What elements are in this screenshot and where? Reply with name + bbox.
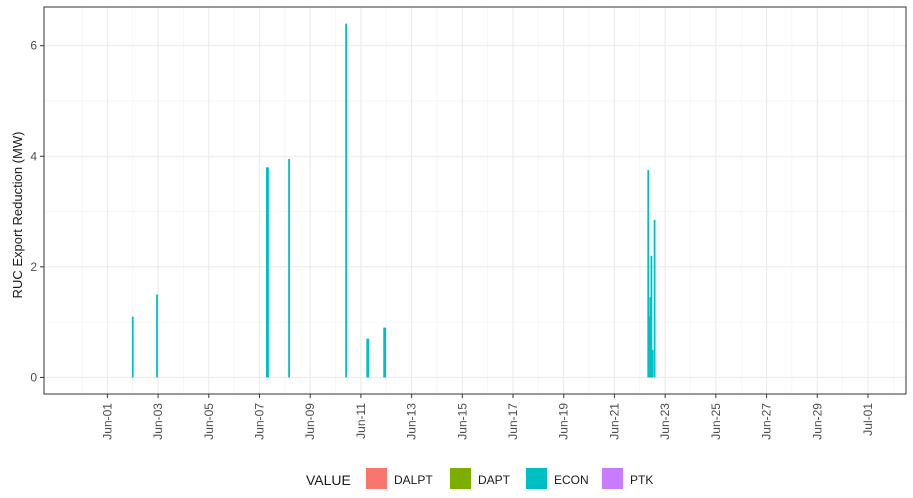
legend-label-ptk: PTK — [630, 473, 653, 487]
bar-econ — [367, 338, 370, 378]
x-tick-label: Jun-27 — [760, 403, 774, 440]
legend-key-dapt — [450, 468, 471, 489]
legend-items: DALPT DAPT ECON PTK — [366, 468, 653, 489]
y-tick-label: 6 — [30, 39, 37, 53]
x-tick-label: Jun-11 — [354, 403, 368, 439]
x-axis: Jun-01 Jun-03 Jun-05 Jun-07 Jun-09 Jun-11 Jun-… — [100, 394, 875, 440]
bar-econ — [653, 219, 656, 378]
x-tick-label: Jun-01 — [100, 403, 114, 440]
x-tick-label: Jul-01 — [861, 403, 875, 436]
bar-econ — [366, 338, 369, 378]
legend-key-ptk — [602, 468, 623, 489]
y-axis: 0 2 4 6 — [30, 39, 44, 384]
legend: VALUE DALPT DAPT ECON PTK — [306, 468, 653, 489]
x-tick-label: Jun-09 — [303, 403, 317, 440]
bar-econ — [383, 327, 386, 378]
grid-major — [44, 7, 906, 394]
legend-title: VALUE — [306, 472, 351, 488]
legend-label-dalpt: DALPT — [394, 473, 433, 487]
legend-key-econ — [526, 468, 547, 489]
x-tick-label: Jun-19 — [557, 403, 571, 440]
bar-econ — [288, 159, 290, 378]
grid-minor — [44, 7, 906, 394]
bar-econ — [650, 255, 653, 378]
x-tick-label: Jun-25 — [709, 403, 723, 440]
y-axis-title: RUC Export Reduction (MW) — [10, 132, 25, 299]
bar-econ — [345, 23, 348, 378]
bar-econ — [131, 316, 134, 378]
bar-econ — [267, 167, 269, 378]
bar-econ — [651, 349, 654, 378]
legend-label-dapt: DAPT — [478, 473, 511, 487]
x-tick-label: Jun-21 — [607, 403, 621, 440]
legend-label-econ: ECON — [554, 473, 589, 487]
y-tick-label: 2 — [30, 260, 37, 274]
x-tick-label: Jun-03 — [151, 403, 165, 440]
x-tick-label: Jun-15 — [455, 403, 469, 440]
x-tick-label: Jun-17 — [506, 403, 520, 440]
x-tick-label: Jun-29 — [810, 403, 824, 440]
panel-border — [43, 6, 907, 395]
y-tick-label: 4 — [30, 149, 37, 163]
y-tick-label: 0 — [30, 370, 37, 384]
legend-key-dalpt — [366, 468, 387, 489]
panel-background — [44, 7, 906, 394]
x-tick-label: Jun-13 — [405, 403, 419, 440]
x-tick-label: Jun-23 — [658, 403, 672, 440]
bar-econ — [156, 294, 158, 378]
bar-econ — [648, 316, 651, 378]
x-tick-label: Jun-07 — [253, 403, 267, 440]
bar-econ — [647, 170, 650, 378]
bar-econ — [265, 167, 268, 378]
bar-econ — [649, 297, 652, 378]
bars — [131, 23, 656, 378]
bar-econ — [384, 327, 387, 378]
x-tick-label: Jun-05 — [202, 403, 216, 440]
